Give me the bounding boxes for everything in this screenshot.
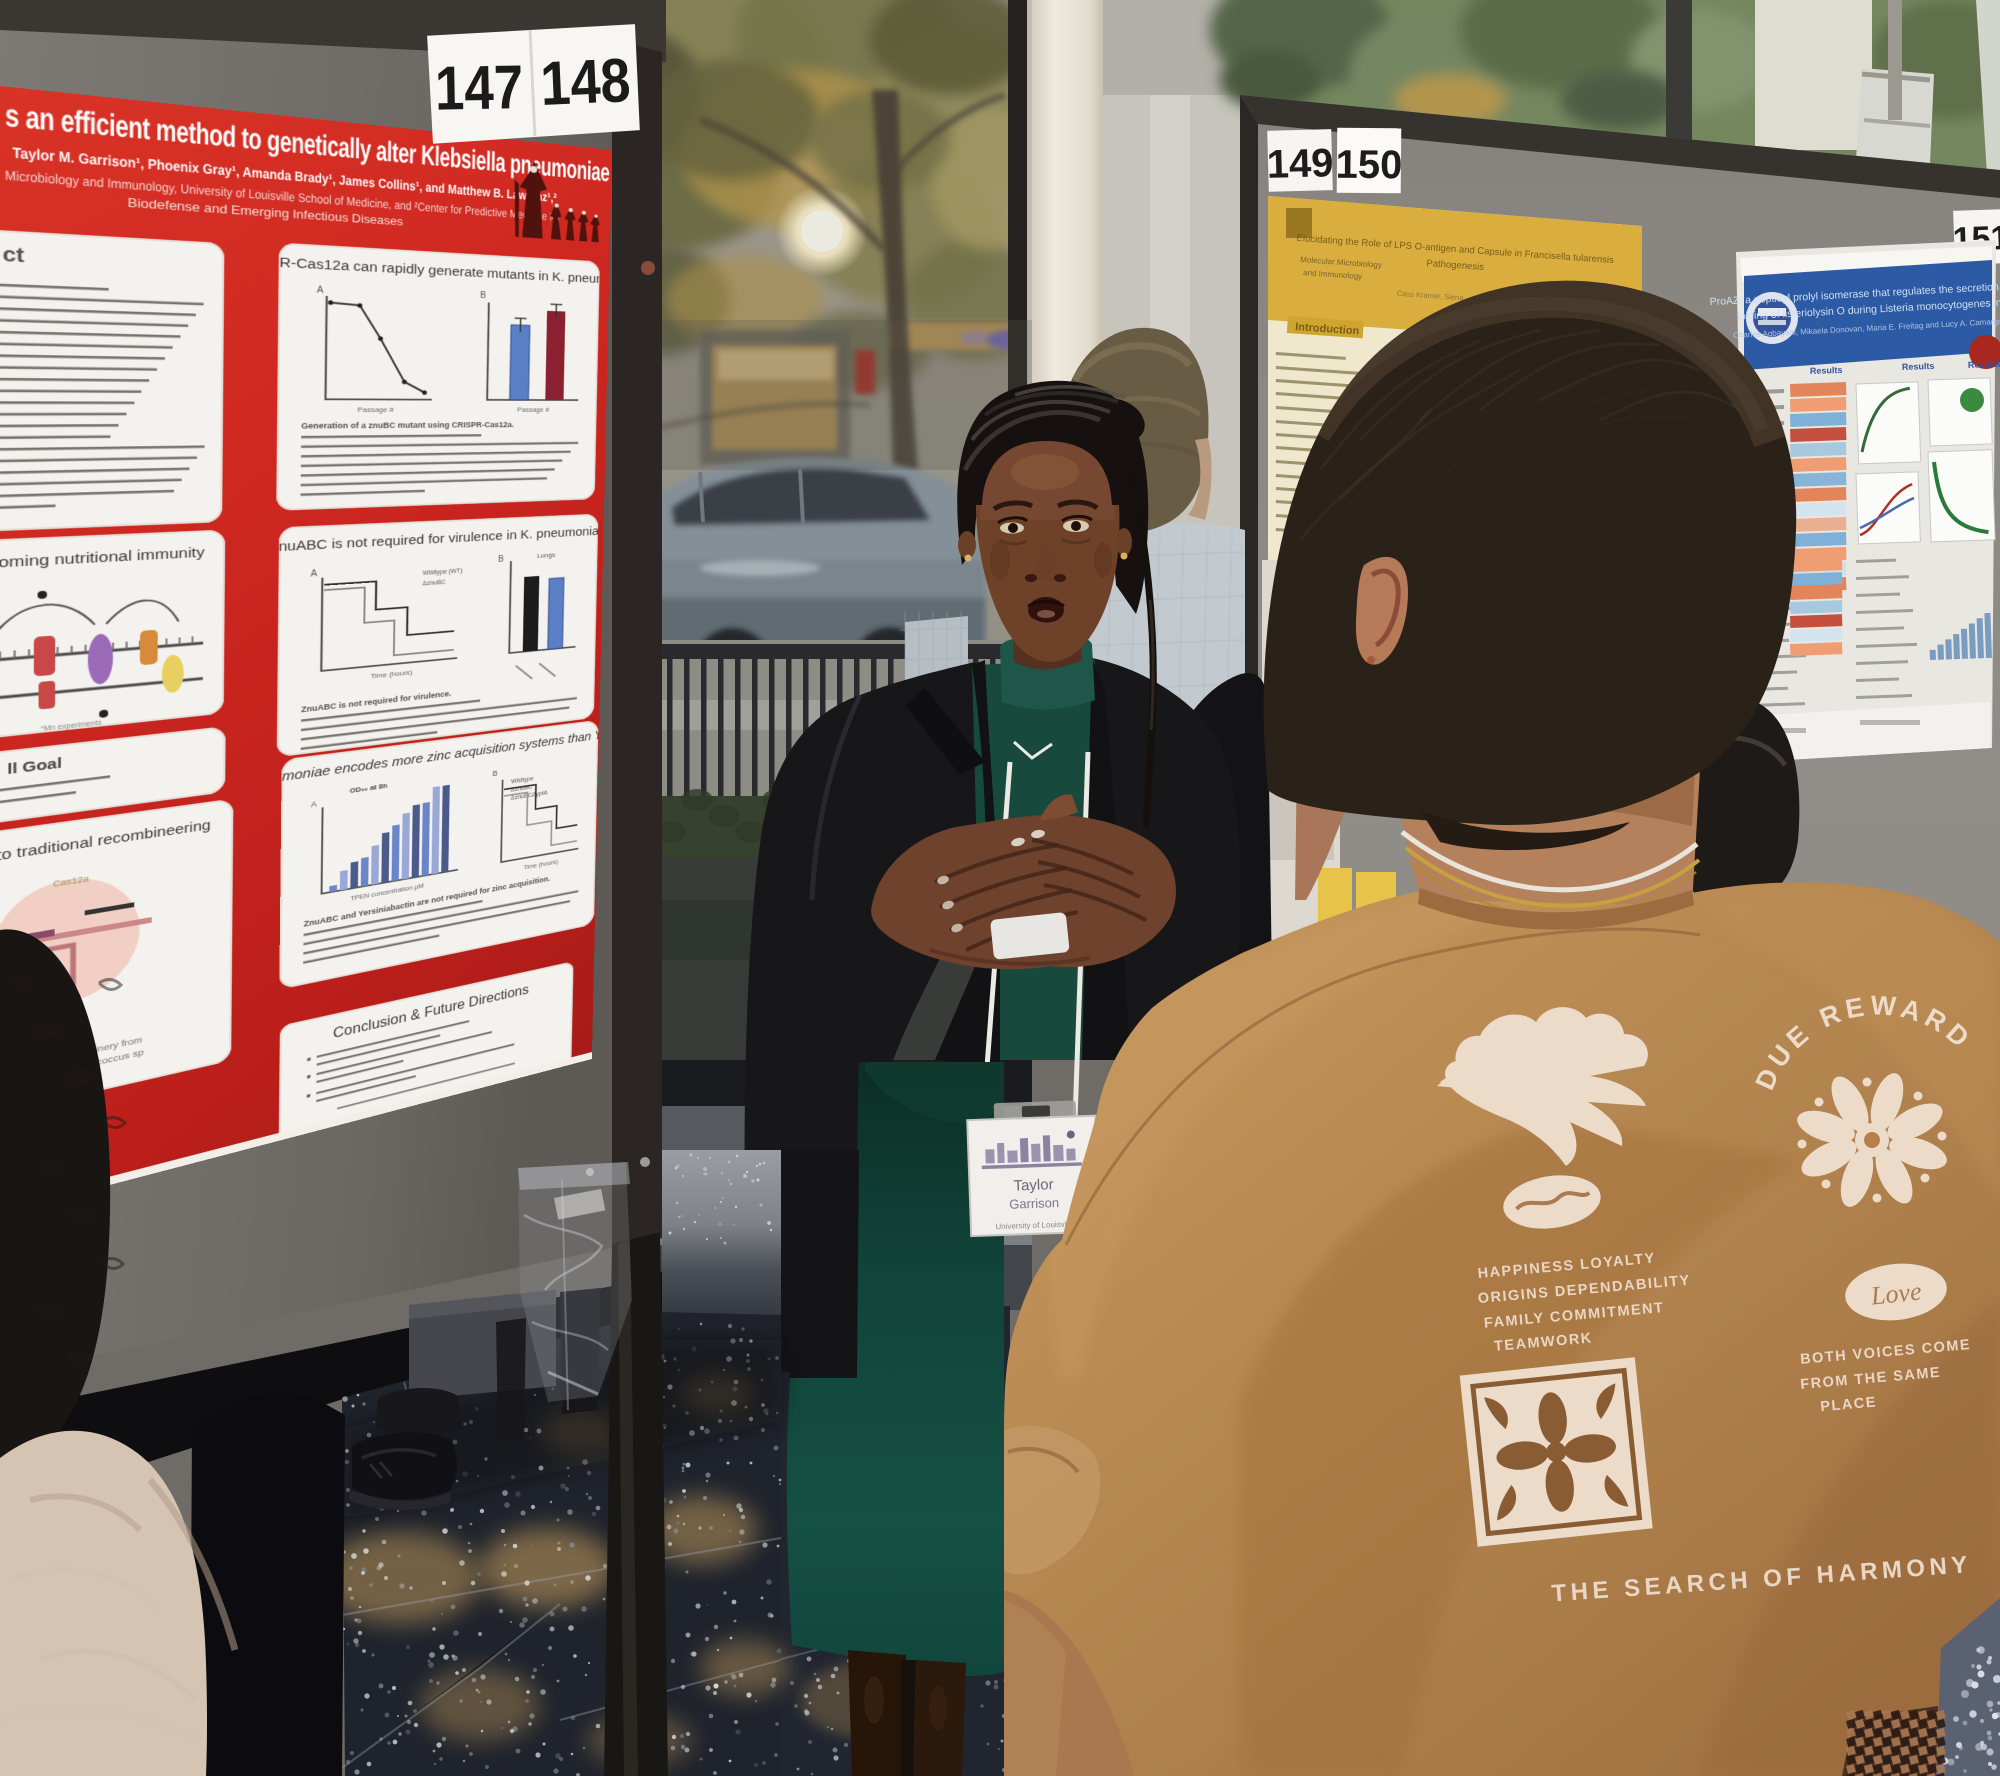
svg-text:Generation of a znuBC mutant u: Generation of a znuBC mutant using CRISP… <box>301 421 514 431</box>
svg-text:A: A <box>317 286 324 296</box>
svg-text:ll Goal: ll Goal <box>7 754 62 777</box>
svg-text:Taylor: Taylor <box>1013 1176 1054 1194</box>
svg-text:ΔznuBC: ΔznuBC <box>422 579 445 587</box>
svg-text:Passage #: Passage # <box>517 406 550 413</box>
svg-text:Lungs: Lungs <box>537 551 555 559</box>
svg-text:Love: Love <box>1869 1276 1923 1310</box>
svg-text:PLACE: PLACE <box>1820 1394 1878 1415</box>
svg-text:149: 149 <box>1266 141 1334 187</box>
svg-text:Wildtype: Wildtype <box>511 775 534 785</box>
svg-text:ct: ct <box>2 242 24 266</box>
svg-text:B: B <box>480 291 486 300</box>
svg-text:Pathogenesis: Pathogenesis <box>1426 258 1484 273</box>
svg-text:Introduction: Introduction <box>1295 321 1360 337</box>
svg-text:ΔznuBC: ΔznuBC <box>511 784 533 794</box>
svg-text:and Immunology: and Immunology <box>1303 268 1363 281</box>
svg-text:Time (hours): Time (hours) <box>371 668 413 680</box>
svg-text:Garrison: Garrison <box>1009 1195 1059 1212</box>
svg-text:A: A <box>311 800 317 809</box>
svg-text:A: A <box>311 569 318 579</box>
svg-text:B: B <box>492 770 497 779</box>
svg-text:Results: Results <box>1902 361 1935 372</box>
svg-text:B: B <box>498 555 504 564</box>
svg-text:Results: Results <box>1968 359 2000 370</box>
svg-text:Passage #: Passage # <box>358 406 395 414</box>
svg-text:Wildtype (WT): Wildtype (WT) <box>423 567 463 576</box>
svg-text:148: 148 <box>539 46 632 119</box>
svg-text:147: 147 <box>434 53 523 124</box>
svg-text:Results: Results <box>1810 365 1843 376</box>
svg-text:150: 150 <box>1335 143 1402 188</box>
svg-text:University of Louisville: University of Louisville <box>995 1219 1075 1231</box>
